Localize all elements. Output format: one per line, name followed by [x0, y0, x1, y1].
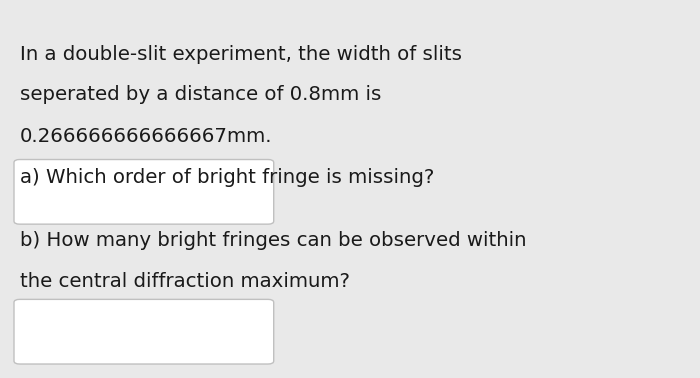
Text: 0.266666666666667mm.: 0.266666666666667mm.: [20, 127, 272, 146]
Text: b) How many bright fringes can be observed within: b) How many bright fringes can be observ…: [20, 231, 526, 249]
Text: a) Which order of bright fringe is missing?: a) Which order of bright fringe is missi…: [20, 168, 434, 187]
Text: the central diffraction maximum?: the central diffraction maximum?: [20, 272, 349, 291]
Text: In a double-slit experiment, the width of slits: In a double-slit experiment, the width o…: [20, 45, 461, 64]
Text: seperated by a distance of 0.8mm is: seperated by a distance of 0.8mm is: [20, 85, 381, 104]
